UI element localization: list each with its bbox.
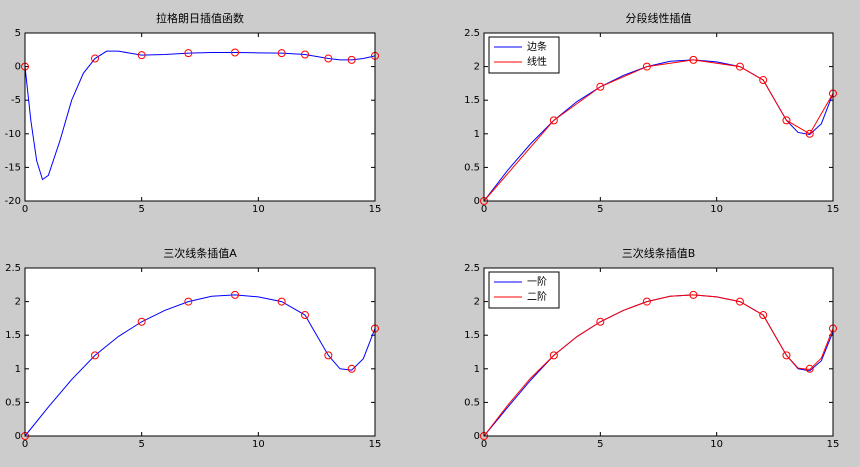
y-tick-label: 0.5: [464, 162, 480, 173]
data-point: [324, 351, 333, 360]
x-tick-label: 5: [597, 204, 603, 215]
y-tick-label: 0: [474, 431, 480, 442]
data-point: [805, 129, 814, 138]
data-point: [137, 51, 146, 60]
x-tick-label: 10: [710, 439, 723, 450]
axes-frame: [483, 32, 834, 202]
data-point: [759, 311, 768, 320]
data-point: [689, 55, 698, 64]
y-tick-label: 2: [474, 297, 480, 308]
y-tick-label: 2.5: [464, 28, 480, 39]
x-tick-label: 5: [138, 204, 144, 215]
y-tick-label: 1.5: [464, 95, 480, 106]
chart-title: 三次线条插值B: [622, 246, 696, 260]
plot-area: [25, 268, 375, 436]
y-tick-label: 1: [474, 364, 480, 375]
y-tick-label: 1.5: [5, 330, 21, 341]
x-tick-label: 10: [252, 439, 265, 450]
chart-title: 三次线条插值A: [163, 246, 237, 260]
axes-frame: [483, 267, 834, 437]
y-tick-label: 0.5: [5, 397, 21, 408]
data-point: [549, 116, 558, 125]
x-tick-label: 0: [481, 439, 487, 450]
data-point: [642, 297, 651, 306]
x-tick-label: 5: [138, 439, 144, 450]
subplot: 拉格朗日插值函数 0 5 10 15 -20 -15 -10 -5 0 5: [5, 11, 382, 215]
data-point: [347, 364, 356, 373]
y-tick-label: -15: [5, 162, 21, 173]
data-point: [689, 290, 698, 299]
legend-box: [488, 36, 560, 74]
x-tick-label: 15: [369, 204, 382, 215]
legend-label: 线性: [527, 55, 547, 68]
y-tick-label: 2.5: [464, 263, 480, 274]
x-tick-label: 15: [369, 439, 382, 450]
data-point: [277, 49, 286, 58]
data-point: [805, 364, 814, 373]
data-point: [277, 297, 286, 306]
legend-label: 一阶: [527, 275, 547, 288]
data-point: [184, 49, 193, 58]
series-line: [483, 59, 834, 202]
data-point: [324, 54, 333, 63]
y-tick-label: -20: [5, 196, 21, 207]
x-tick-label: 0: [22, 204, 28, 215]
data-point: [759, 76, 768, 85]
x-tick-label: 10: [710, 204, 723, 215]
data-point: [735, 62, 744, 71]
y-tick-label: 2: [474, 62, 480, 73]
series-line: [24, 50, 376, 181]
chart-title: 分段线性插值: [626, 11, 692, 25]
legend-label: 二阶: [527, 290, 547, 303]
y-tick-label: 1.5: [464, 330, 480, 341]
y-tick-label: -10: [5, 129, 21, 140]
y-tick-label: 1: [15, 364, 21, 375]
data-point: [184, 297, 193, 306]
data-point: [782, 351, 791, 360]
x-tick-label: 0: [22, 439, 28, 450]
y-tick-label: 0.5: [464, 397, 480, 408]
data-point: [91, 54, 99, 63]
series-line: [483, 294, 834, 437]
axes-frame: [24, 267, 376, 437]
y-tick-label: 0: [15, 62, 21, 73]
y-tick-label: 1: [474, 129, 480, 140]
data-point: [549, 351, 558, 360]
data-point: [137, 317, 146, 326]
plot-area: [25, 33, 375, 201]
y-tick-label: -5: [11, 95, 21, 106]
data-point: [347, 55, 356, 64]
data-point: [301, 311, 309, 320]
y-tick-label: 2.5: [5, 263, 21, 274]
data-point: [231, 48, 239, 57]
y-tick-label: 2: [15, 297, 21, 308]
x-tick-label: 0: [481, 204, 487, 215]
y-tick-label: 0: [15, 431, 21, 442]
data-point: [735, 297, 744, 306]
data-point: [596, 317, 605, 326]
data-point: [91, 351, 99, 360]
y-tick-label: 5: [15, 28, 21, 39]
data-point: [301, 50, 309, 59]
legend-label: 边条: [527, 40, 547, 53]
series-line: [24, 294, 376, 437]
data-point: [782, 116, 791, 125]
axes-frame: [24, 32, 376, 202]
x-tick-label: 10: [252, 204, 265, 215]
x-tick-label: 15: [827, 439, 840, 450]
x-tick-label: 5: [597, 439, 603, 450]
subplot: 三次线条插值A 0 5 10 15 0 0.5 1 1.5 2 2.5: [5, 246, 381, 450]
x-tick-label: 15: [827, 204, 840, 215]
data-point: [231, 290, 239, 299]
data-point: [596, 82, 605, 91]
chart-title: 拉格朗日插值函数: [156, 11, 244, 25]
y-tick-label: 0: [474, 196, 480, 207]
legend-box: [488, 271, 560, 309]
data-point: [642, 62, 651, 71]
